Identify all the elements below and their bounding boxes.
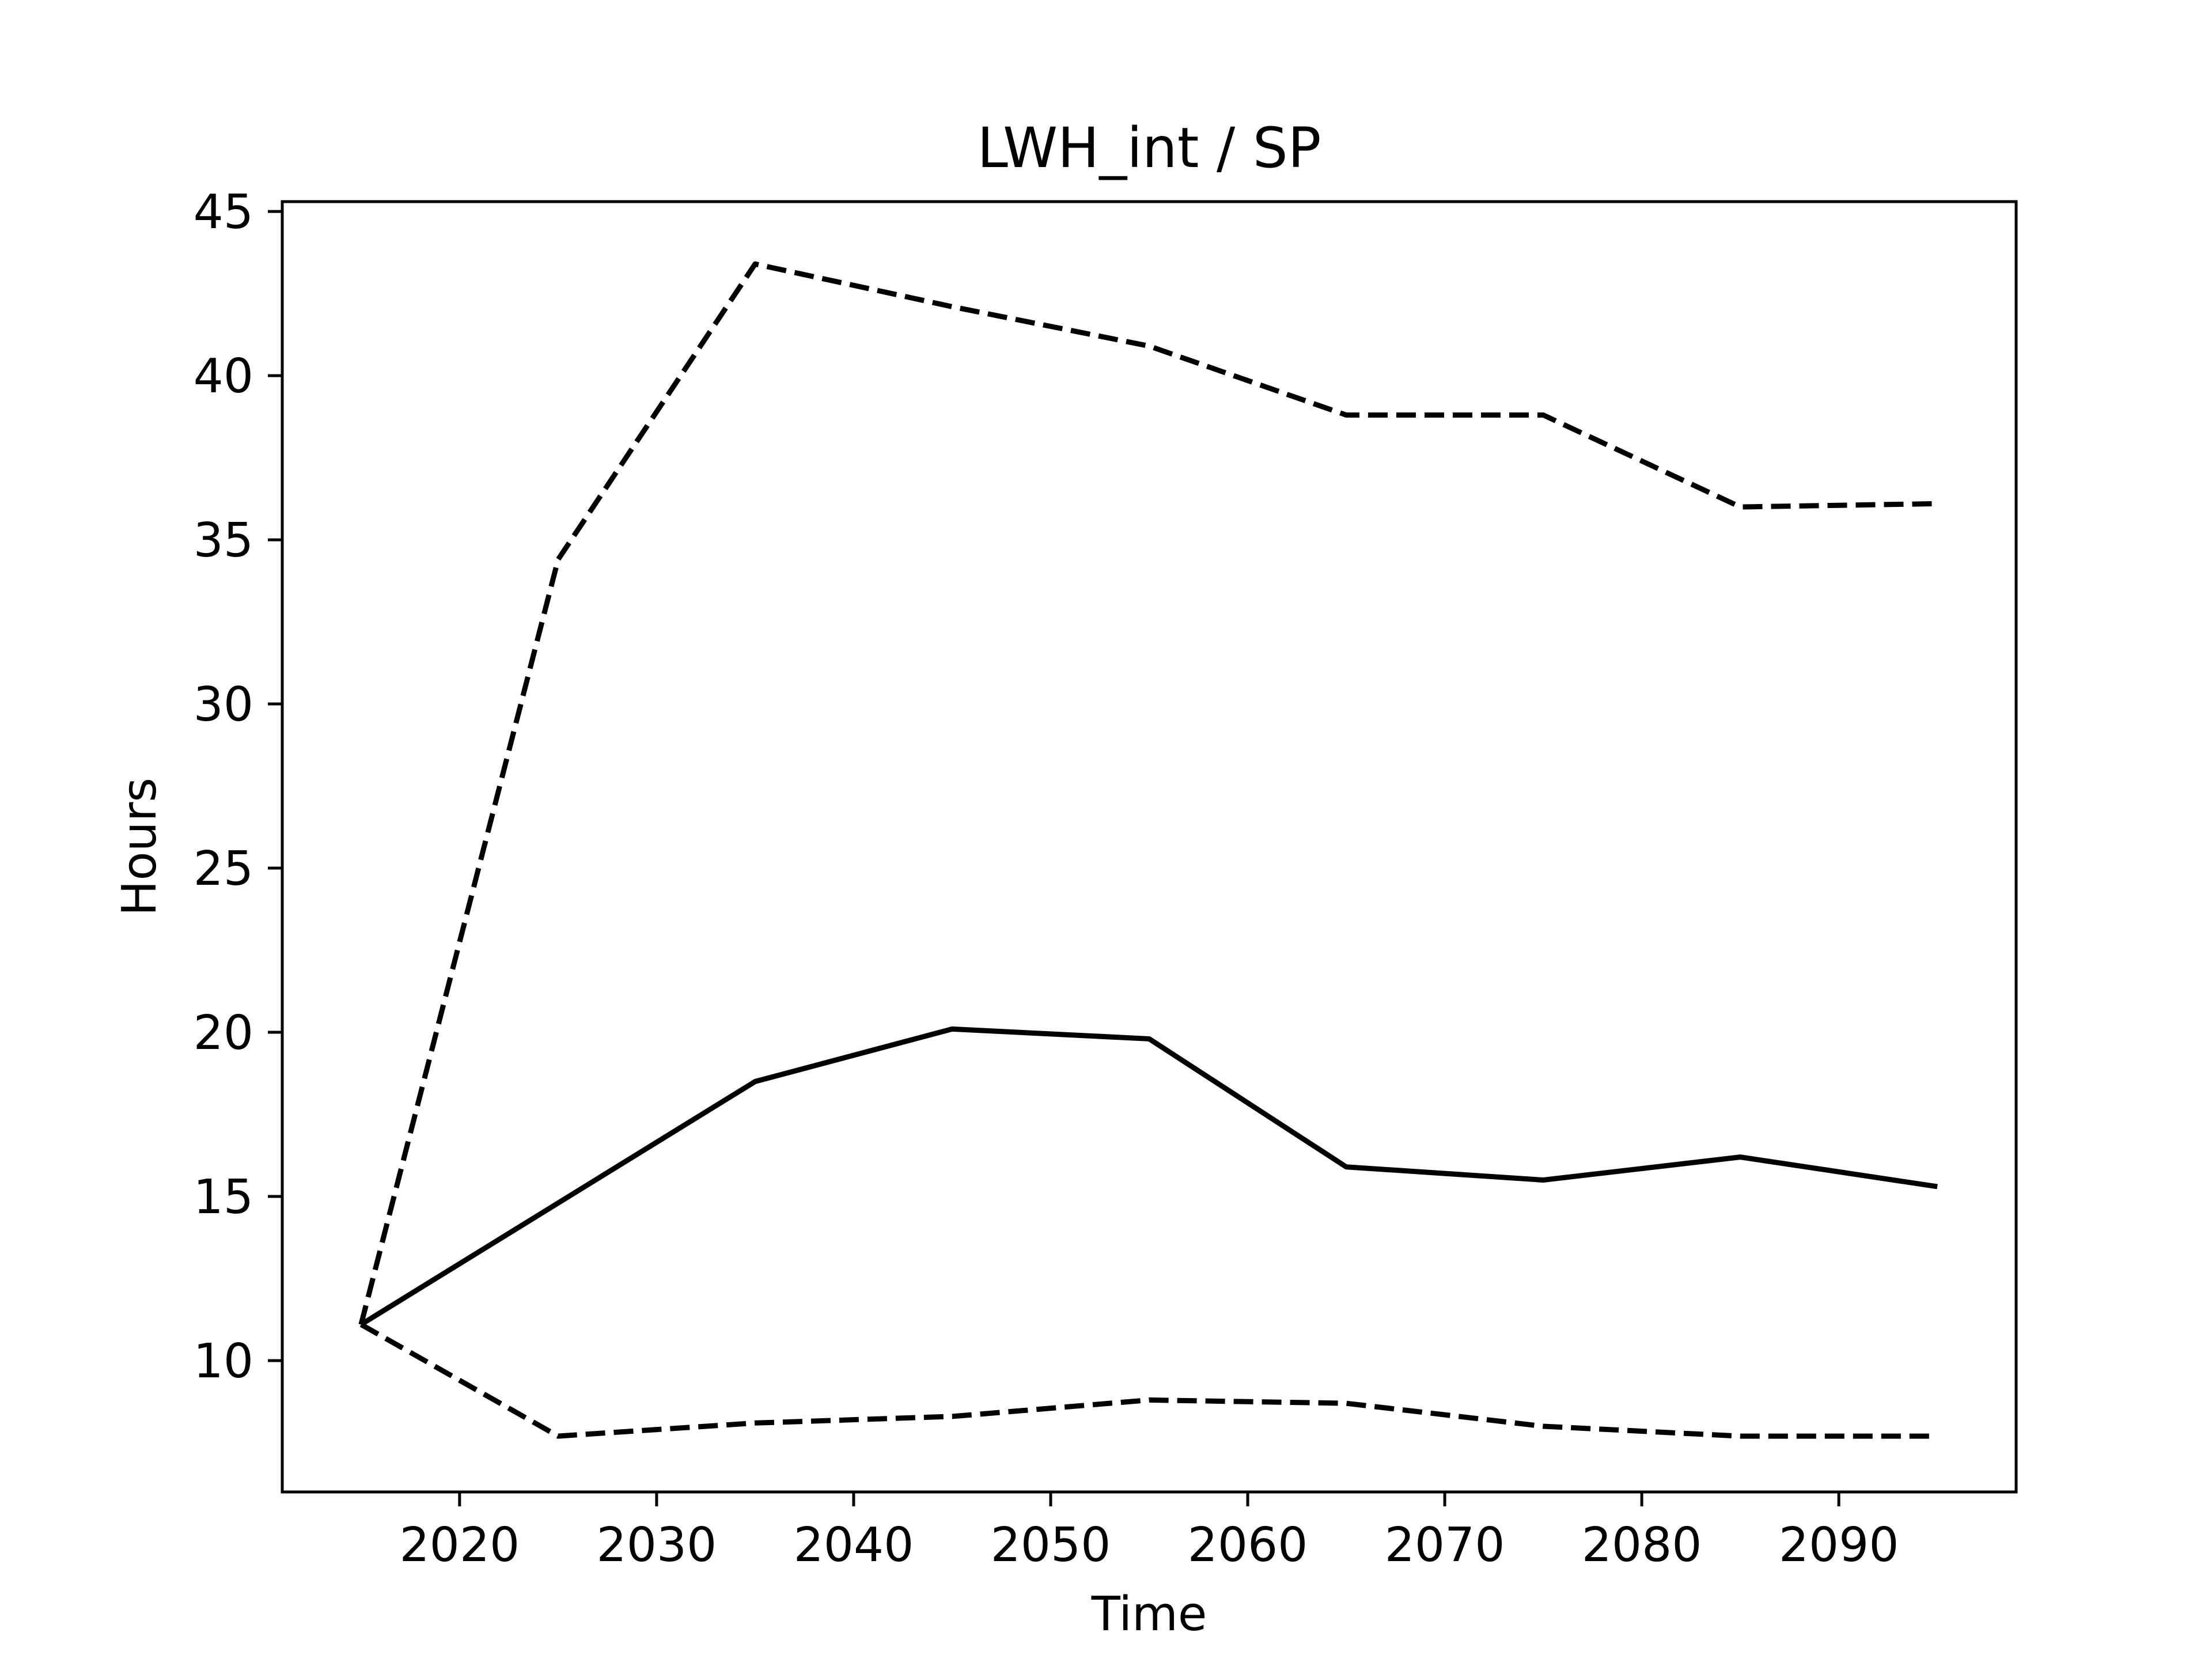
chart-title: LWH_int / SP xyxy=(977,116,1321,180)
x-tick-label: 2080 xyxy=(1582,1518,1702,1573)
series-line-1 xyxy=(359,1026,1938,1327)
y-axis: 10 15 20 25 30 35 40 45 xyxy=(194,185,282,1389)
series-line-2 xyxy=(359,1322,1938,1439)
x-tick-label: 2030 xyxy=(597,1518,717,1573)
y-tick-label: 35 xyxy=(194,513,253,568)
y-tick-label: 25 xyxy=(194,842,253,896)
x-tick-label: 2040 xyxy=(794,1518,914,1573)
x-axis-label: Time xyxy=(1091,1587,1207,1642)
y-tick-label: 20 xyxy=(194,1006,253,1060)
series-line-0 xyxy=(358,261,1938,1325)
x-tick-label: 2020 xyxy=(399,1518,520,1573)
y-tick-label: 10 xyxy=(194,1334,253,1389)
y-tick-label: 15 xyxy=(194,1170,253,1225)
x-tick-label: 2050 xyxy=(991,1518,1111,1573)
y-axis-label: Hours xyxy=(112,778,167,916)
x-tick-label: 2060 xyxy=(1188,1518,1308,1573)
x-tick-label: 2090 xyxy=(1779,1518,1899,1573)
x-tick-label: 2070 xyxy=(1385,1518,1505,1573)
series-layer xyxy=(358,261,1938,1439)
y-tick-label: 40 xyxy=(194,349,253,404)
y-tick-label: 30 xyxy=(194,677,253,732)
y-tick-label: 45 xyxy=(194,185,253,240)
plot-frame xyxy=(281,200,2018,1494)
x-axis: 2020 2030 2040 2050 2060 2070 2080 2090 xyxy=(399,1492,1899,1573)
